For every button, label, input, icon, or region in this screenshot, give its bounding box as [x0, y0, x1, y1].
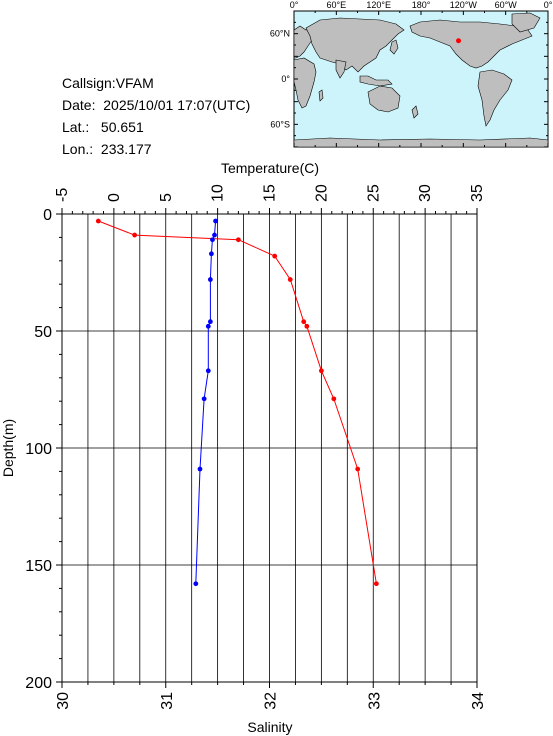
temperature-tick-label: 35 — [469, 184, 486, 202]
map-lon-label: 0° — [290, 0, 299, 10]
map-lat-label: 60°N — [270, 29, 290, 39]
land-new-zealand — [411, 105, 419, 119]
salinity-point — [197, 466, 203, 472]
temperature-axis-title: Temperature(C) — [221, 160, 319, 176]
salinity-point — [209, 251, 214, 257]
temperature-series-line — [98, 220, 377, 584]
land-greenland — [511, 12, 541, 33]
salinity-tick-label: 30 — [55, 692, 72, 710]
land-india — [335, 59, 347, 79]
depth-tick-label: 150 — [25, 558, 52, 575]
station-info: Callsign:VFAM Date: 2025/10/01 17:07(UTC… — [62, 72, 250, 160]
map-lon-label: 120°W — [450, 0, 478, 10]
salinity-point — [213, 218, 218, 224]
salinity-point — [193, 581, 199, 587]
map-labels: 0° 60°E 120°E 180° 120°W 60°W 0° 60°N 0° 60°S — [270, 0, 553, 129]
land-madagascar — [318, 89, 324, 102]
callsign-text: Callsign:VFAM — [62, 75, 154, 91]
temperature-tick-label: 10 — [210, 184, 227, 202]
map-lat-label: 0° — [281, 74, 290, 84]
latitude-text: Lat.: 50.651 — [62, 119, 144, 135]
temperature-tick-label: 20 — [313, 184, 330, 202]
temperature-point — [331, 396, 337, 402]
date-text: Date: 2025/10/01 17:07(UTC) — [62, 97, 251, 113]
map-lat-label: 60°S — [270, 119, 290, 129]
land-indonesia — [359, 75, 393, 87]
map-land — [293, 12, 549, 148]
map-lon-label: 60°W — [495, 0, 518, 10]
salinity-tick-label: 31 — [159, 692, 176, 710]
salinity-axis-title: Salinity — [247, 719, 292, 735]
salinity-point — [207, 319, 213, 325]
salinity-point — [205, 368, 211, 374]
temperature-point — [301, 319, 307, 325]
temperature-point — [235, 237, 241, 243]
map-lon-label: 60°E — [327, 0, 347, 10]
temperature-point — [304, 323, 310, 329]
salinity-point — [201, 396, 207, 402]
chart-series — [95, 218, 379, 587]
map-lon-label: 0° — [544, 0, 553, 10]
depth-tick-label: 0 — [43, 207, 52, 224]
chart-grid — [62, 214, 477, 682]
land-south-america — [477, 69, 513, 127]
temperature-point — [272, 253, 278, 259]
map-frame-ticks — [293, 10, 549, 148]
land-australia — [367, 85, 401, 113]
land-asia — [305, 17, 405, 73]
longitude-text: Lon.: 233.177 — [62, 141, 152, 157]
land-north-america — [409, 19, 533, 69]
salinity-point — [205, 323, 211, 329]
temperature-tick-label: 0 — [106, 193, 123, 202]
temperature-tick-label: 15 — [262, 184, 279, 202]
temperature-point — [95, 218, 101, 224]
depth-tick-label: 200 — [25, 675, 52, 692]
temperature-point — [287, 277, 293, 282]
salinity-tick-label: 32 — [263, 692, 280, 710]
salinity-point — [207, 277, 213, 282]
temperature-tick-label: -5 — [54, 188, 71, 202]
depth-tick-label: 50 — [34, 324, 52, 341]
temperature-point — [318, 368, 324, 374]
temperature-point — [373, 581, 379, 587]
map-lon-label: 120°E — [366, 0, 391, 10]
depth-axis-title: Depth(m) — [0, 419, 16, 477]
world-map: 0° 60°E 120°E 180° 120°W 60°W 0° 60°N 0° 60°S — [270, 0, 553, 148]
depth-tick-label: 100 — [25, 441, 52, 458]
salinity-tick-label: 34 — [470, 692, 487, 710]
map-lon-label: 180° — [412, 0, 431, 10]
land-africa — [293, 57, 317, 109]
salinity-point — [212, 232, 217, 238]
salinity-series-line — [195, 220, 217, 584]
station-marker-dot — [456, 38, 462, 44]
temperature-tick-label: 25 — [365, 184, 382, 202]
temperature-point — [355, 466, 361, 472]
temperature-tick-label: 5 — [158, 193, 175, 202]
plot-frame — [61, 213, 478, 683]
temperature-tick-label: 30 — [417, 184, 434, 202]
land-japan — [389, 39, 399, 55]
temperature-point — [132, 232, 138, 238]
station-marker — [456, 38, 462, 44]
salinity-tick-label: 33 — [366, 692, 383, 710]
salinity-point — [210, 237, 215, 243]
